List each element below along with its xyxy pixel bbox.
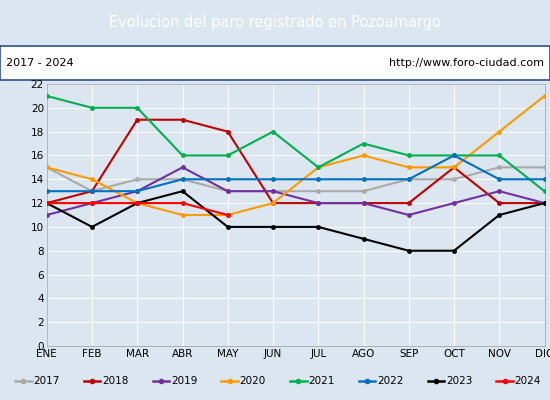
Text: 2017: 2017	[33, 376, 59, 386]
Text: 2019: 2019	[170, 376, 197, 386]
Text: 2020: 2020	[240, 376, 266, 386]
Text: 2021: 2021	[308, 376, 334, 386]
Text: Evolucion del paro registrado en Pozoamargo: Evolucion del paro registrado en Pozoama…	[109, 16, 441, 30]
Text: 2022: 2022	[377, 376, 403, 386]
Text: 2017 - 2024: 2017 - 2024	[6, 58, 73, 68]
Text: 2018: 2018	[102, 376, 128, 386]
Text: http://www.foro-ciudad.com: http://www.foro-ciudad.com	[389, 58, 544, 68]
Text: 2023: 2023	[446, 376, 472, 386]
Text: 2024: 2024	[515, 376, 541, 386]
